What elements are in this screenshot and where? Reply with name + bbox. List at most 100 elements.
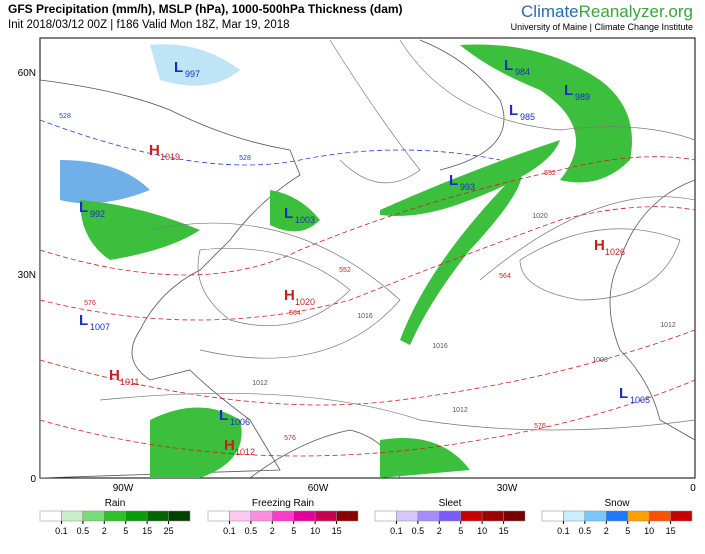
subtitle: Init 2018/03/12 00Z | f186 Valid Mon 18Z…: [8, 19, 290, 31]
legend-swatch: [250, 510, 273, 522]
center-value: 985: [520, 112, 535, 122]
legend-title: Snow: [604, 498, 630, 509]
center-value: 1020: [295, 297, 315, 307]
center-letter: L: [449, 172, 458, 189]
contour-label: 1016: [357, 313, 373, 320]
center-value: 1011: [120, 377, 139, 387]
legend-tick-label: 15: [499, 526, 509, 536]
legend-swatch: [439, 510, 461, 522]
legend-swatch: [541, 510, 564, 522]
legend-swatch: [396, 510, 419, 522]
legend-swatch: [229, 510, 252, 522]
legend-tick-label: 25: [164, 526, 174, 536]
legend-tick-label: 15: [142, 526, 152, 536]
contour-label: 1016: [432, 343, 448, 350]
lat-label: 60N: [18, 68, 36, 79]
legend-swatch: [481, 510, 504, 522]
center-letter: L: [564, 82, 573, 99]
legend-swatch: [417, 510, 440, 522]
legend-swatch: [606, 510, 628, 522]
lat-label: 0: [30, 474, 36, 485]
contour-label: 1008: [592, 357, 608, 364]
legend-swatch: [104, 510, 126, 522]
center-letter: L: [509, 102, 518, 119]
legend-tick-label: 5: [625, 526, 630, 536]
brand: ClimateReanalyzer.org: [521, 2, 693, 21]
map-decor: [40, 39, 695, 478]
legend-tick-label: 5: [123, 526, 128, 536]
legend-title: Rain: [105, 498, 126, 509]
center-letter: H: [224, 437, 235, 454]
center-value: 993: [460, 182, 475, 192]
legend-tick-label: 0.5: [245, 526, 258, 536]
legend-title: Freezing Rain: [252, 498, 314, 509]
contour-label: 1012: [252, 380, 268, 387]
center-letter: L: [284, 205, 293, 222]
legend-swatch: [627, 510, 650, 522]
legend-swatch: [314, 510, 337, 522]
legend-swatch: [168, 510, 191, 522]
brand-part: .org: [664, 2, 693, 21]
legend-tick-label: 2: [270, 526, 275, 536]
legend-tick-label: 2: [437, 526, 442, 536]
brand-part: Reanalyzer: [579, 2, 665, 21]
contour-label: 564: [499, 273, 511, 280]
legend-swatch: [670, 510, 693, 522]
legend-tick-label: 2: [102, 526, 107, 536]
center-value: 1006: [230, 417, 250, 427]
center-letter: L: [504, 57, 513, 74]
legend-swatch: [648, 510, 671, 522]
lon-label: 30W: [497, 483, 518, 494]
legend-tick-label: 0.1: [390, 526, 403, 536]
contour-label: 552: [544, 170, 556, 177]
center-value: 1005: [630, 395, 650, 405]
legend-tick-label: 0.1: [55, 526, 68, 536]
contour-label: 1012: [660, 322, 676, 329]
lon-label: 90W: [113, 483, 134, 494]
lon-label: 60W: [308, 483, 329, 494]
legend-swatch: [207, 510, 230, 522]
legend-swatch: [584, 510, 607, 522]
center-value: 1007: [90, 322, 110, 332]
legend-tick-label: 5: [458, 526, 463, 536]
center-letter: L: [219, 407, 228, 424]
legend-tick-label: 10: [477, 526, 487, 536]
center-value: 1012: [235, 447, 255, 457]
legend-tick-label: 0.5: [412, 526, 425, 536]
legend-swatch: [336, 510, 359, 522]
legend-swatch: [39, 510, 62, 522]
legend-swatch: [503, 510, 526, 522]
legend-swatch: [146, 510, 169, 522]
legend-swatch: [293, 510, 316, 522]
contour-label: 1020: [532, 213, 548, 220]
legend-swatch: [563, 510, 586, 522]
legend-swatch: [460, 510, 483, 522]
title: GFS Precipitation (mm/h), MSLP (hPa), 10…: [8, 2, 403, 16]
center-letter: H: [594, 237, 605, 254]
center-letter: H: [109, 367, 120, 384]
legend-tick-label: 10: [644, 526, 654, 536]
legend-tick-label: 0.5: [579, 526, 592, 536]
affiliation: University of Maine | Climate Change Ins…: [511, 22, 693, 32]
legend-title: Sleet: [439, 498, 462, 509]
center-value: 997: [185, 69, 200, 79]
legend-tick-label: 5: [291, 526, 296, 536]
legend-swatch: [82, 510, 105, 522]
legend-tick-label: 0.5: [77, 526, 90, 536]
legend-swatch: [374, 510, 397, 522]
center-letter: H: [149, 142, 160, 159]
center-value: 1026: [605, 247, 625, 257]
legend-swatch: [61, 510, 84, 522]
legend-swatch: [125, 510, 148, 522]
center-letter: L: [619, 385, 628, 402]
legend-tick-label: 0.1: [557, 526, 570, 536]
legend-tick-label: 0.1: [223, 526, 236, 536]
legend-swatch: [272, 510, 294, 522]
contour-label: 552: [339, 267, 351, 274]
legend-tick-label: 2: [604, 526, 609, 536]
contour-label: 576: [284, 435, 296, 442]
brand-part: Climate: [521, 2, 579, 21]
center-letter: L: [79, 199, 88, 216]
center-value: 1019: [160, 152, 180, 162]
